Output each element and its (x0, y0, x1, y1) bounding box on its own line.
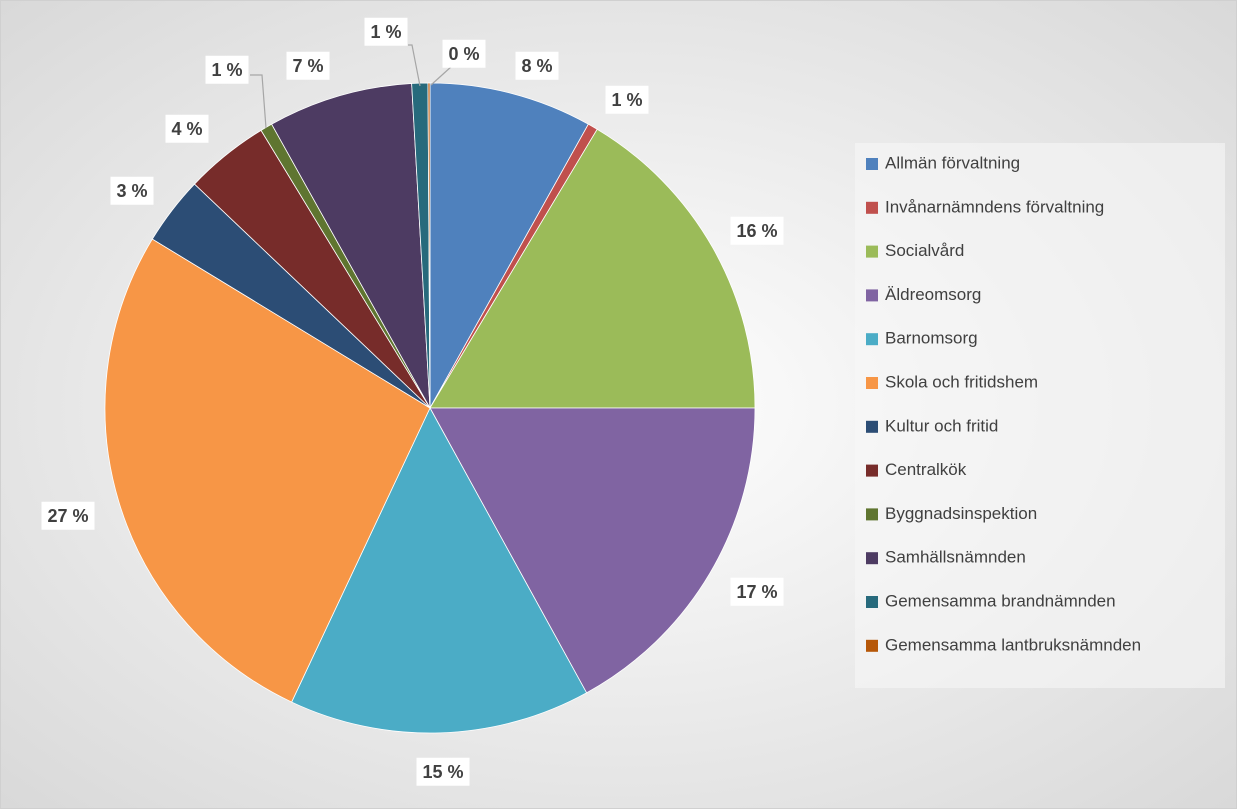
data-label: 17 % (736, 582, 777, 602)
data-label: 27 % (47, 506, 88, 526)
data-label-box (41, 501, 95, 530)
legend-marker (866, 639, 878, 652)
legend-label: Socialvård (885, 241, 964, 260)
data-label-box (730, 577, 784, 606)
data-label-box (286, 51, 330, 80)
legend-marker (866, 508, 878, 521)
pie-slice (291, 407, 588, 734)
data-label: 16 % (736, 221, 777, 241)
leader-line (430, 65, 453, 86)
data-label: 1 % (211, 60, 242, 80)
data-label-box (442, 39, 486, 68)
pie-slice (427, 82, 431, 409)
legend-label: Invånarnämndens förvaltning (885, 197, 1104, 216)
legend-label: Barnomsorg (885, 329, 978, 348)
legend-marker (866, 596, 878, 608)
data-label-box (605, 85, 649, 114)
leader-line (408, 44, 421, 87)
legend-label: Kultur och fritid (885, 416, 998, 435)
data-label: 1 % (611, 90, 642, 110)
legend-label: Gemensamma lantbruksnämnden (885, 635, 1141, 654)
legend-label: Äldreomsorg (885, 285, 981, 304)
data-label-box (515, 51, 559, 80)
data-label: 0 % (448, 44, 479, 64)
legend-marker (866, 201, 878, 214)
data-label: 1 % (370, 22, 401, 42)
legend-label: Samhällsnämnden (885, 548, 1026, 567)
data-label-box (416, 757, 470, 786)
legend-label: Gemensamma brandnämnden (885, 591, 1116, 610)
data-label: 8 % (521, 56, 552, 76)
data-label-box (110, 176, 154, 205)
legend-marker (866, 333, 878, 346)
legend-marker (866, 245, 878, 258)
legend-marker (866, 420, 878, 433)
pie-slice (429, 128, 756, 409)
data-label-box (205, 55, 249, 84)
data-label: 3 % (116, 181, 147, 201)
legend-label: Skola och fritidshem (885, 372, 1038, 391)
legend-marker (866, 552, 878, 565)
data-label: 7 % (292, 56, 323, 76)
data-label-box (364, 17, 408, 46)
data-label-box (730, 216, 784, 245)
data-label: 4 % (171, 119, 202, 139)
legend-label: Centralkök (885, 460, 967, 479)
legend-label: Allmän förvaltning (885, 153, 1020, 172)
legend-marker (866, 464, 878, 477)
legend-marker (866, 289, 878, 302)
leader-line (250, 74, 267, 129)
data-label-box (165, 114, 209, 143)
pie-slice (104, 238, 431, 703)
legend-marker (866, 377, 878, 389)
pie-slice (271, 83, 431, 409)
legend-marker (866, 158, 878, 170)
legend-box (855, 143, 1225, 688)
data-label: 15 % (422, 762, 463, 782)
legend-label: Byggnadsinspektion (885, 504, 1037, 523)
pie-slice (429, 407, 756, 694)
pie-slice (429, 82, 589, 410)
